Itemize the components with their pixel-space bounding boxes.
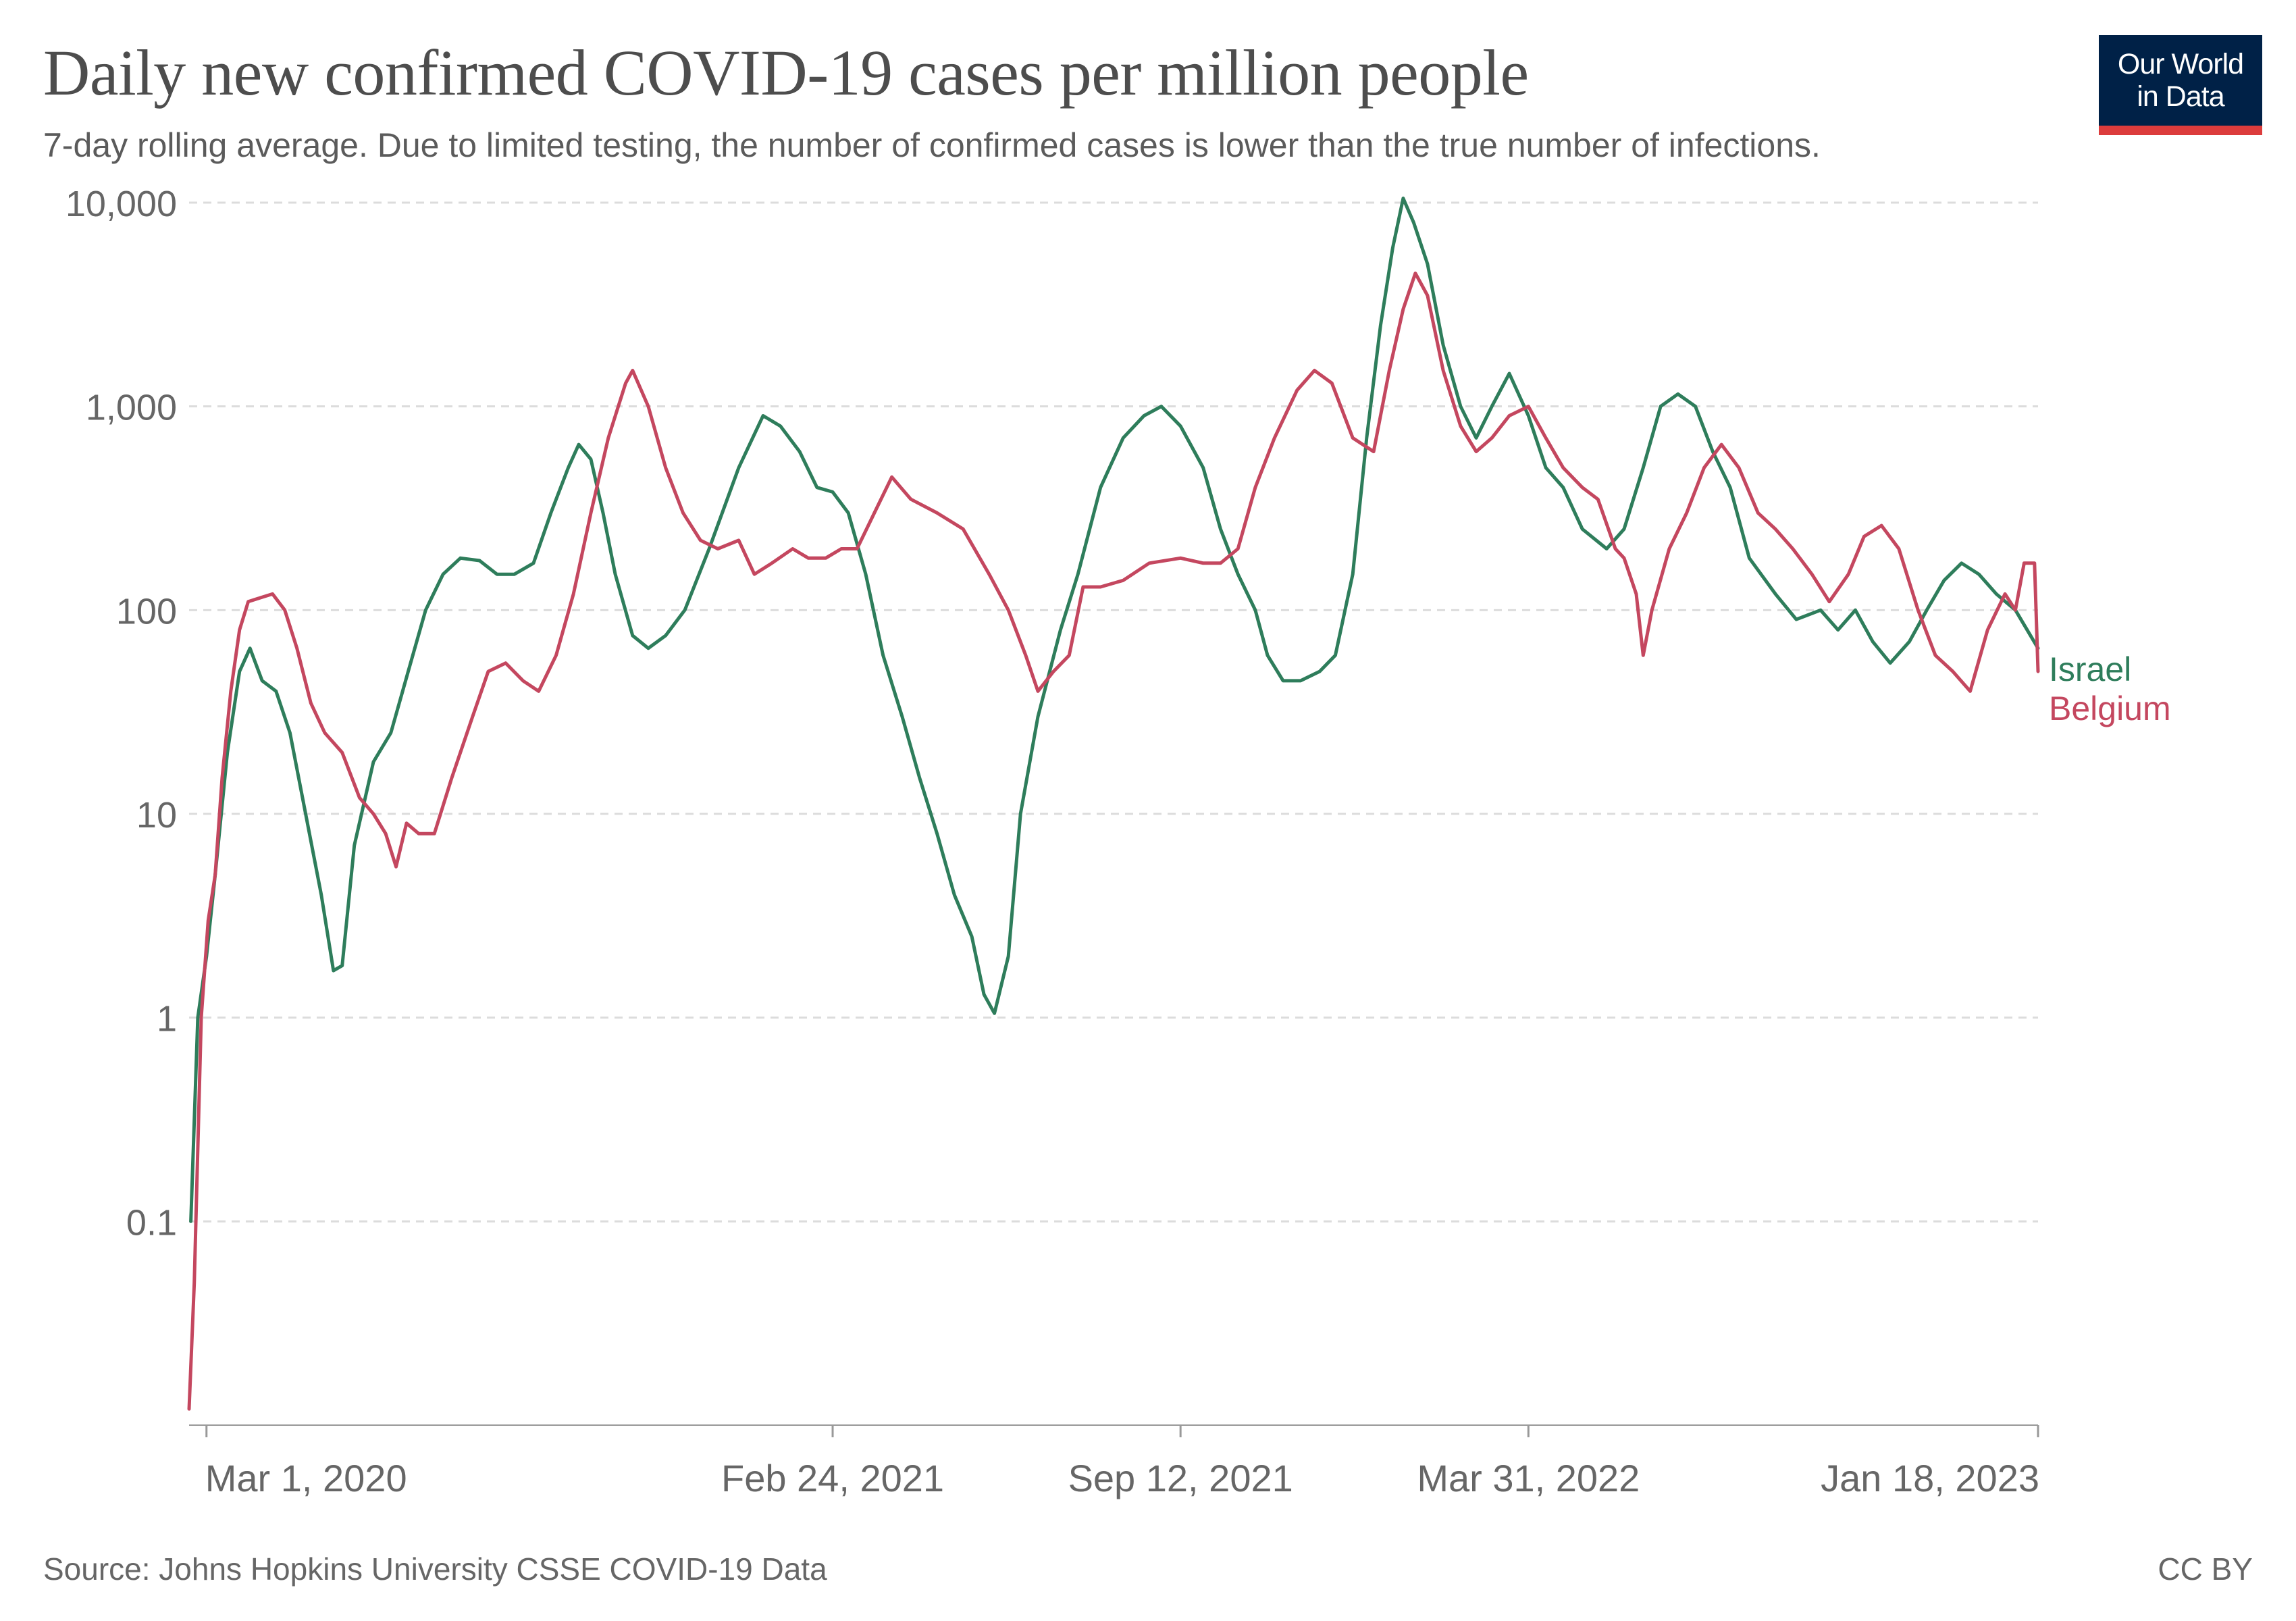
source-note: Source: Johns Hopkins University CSSE CO… — [43, 1551, 827, 1587]
x-tick-label: Feb 24, 2021 — [721, 1457, 944, 1499]
x-tick-label: Mar 31, 2022 — [1417, 1457, 1640, 1499]
grid-lines — [189, 201, 2038, 1223]
y-tick-label: 0.1 — [126, 1202, 177, 1243]
series-lines — [187, 197, 2040, 1411]
owid-logo[interactable]: Our World in Data — [2099, 35, 2262, 135]
y-tick-label: 10,000 — [66, 184, 177, 224]
chart-title: Daily new confirmed COVID-19 cases per m… — [43, 36, 1529, 109]
chart-subtitle: 7-day rolling average. Due to limited te… — [43, 126, 1821, 164]
series-line-israel[interactable] — [189, 197, 2040, 1223]
axes: 0.1 1 10 100 1,000 10,000 Mar 1, 2020 Feb 24, 2… — [66, 184, 2039, 1499]
x-tick-label: Sep 12, 2021 — [1068, 1457, 1293, 1499]
x-tick-label: Mar 1, 2020 — [205, 1457, 407, 1499]
owid-logo-line1: Our World — [2117, 48, 2244, 80]
owid-logo-line2: in Data — [2137, 80, 2224, 113]
y-tick-label: 100 — [116, 591, 177, 632]
line-chart: 0.1 1 10 100 1,000 10,000 Mar 1, 2020 Feb 24, 2… — [66, 184, 2171, 1499]
legend-label-belgium[interactable]: Belgium — [2049, 690, 2171, 727]
legend-label-israel[interactable]: Israel — [2049, 650, 2131, 688]
y-tick-label: 1 — [157, 999, 177, 1039]
y-tick-label: 1,000 — [86, 388, 177, 428]
y-tick-label: 10 — [136, 795, 177, 835]
x-tick-label: Jan 18, 2023 — [1821, 1457, 2039, 1499]
series-line-belgium[interactable] — [187, 272, 2040, 1411]
license-link[interactable]: CC BY — [2158, 1551, 2253, 1587]
